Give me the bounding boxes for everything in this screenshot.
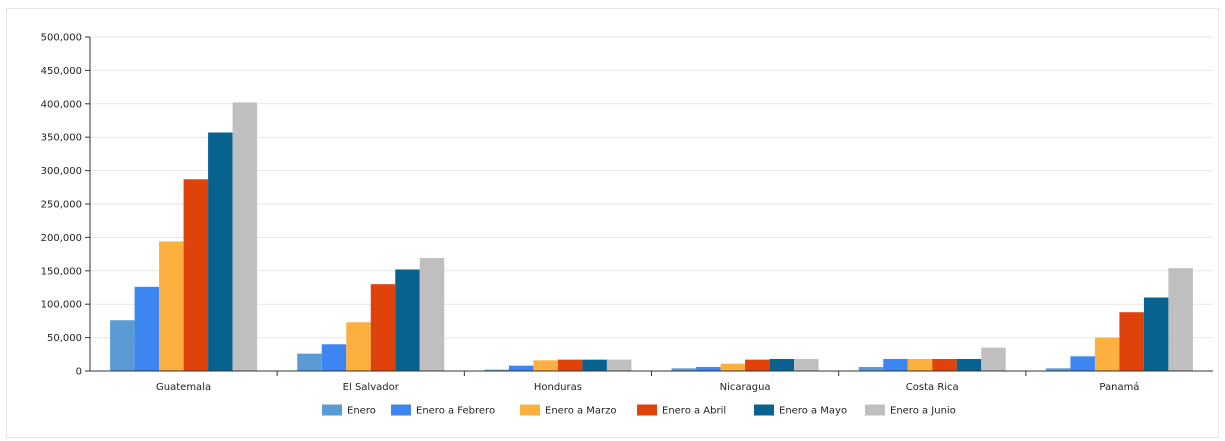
gridlines	[90, 36, 1213, 339]
legend-swatch	[391, 404, 411, 416]
bar	[1070, 356, 1095, 371]
bar	[159, 241, 184, 371]
bar	[484, 369, 509, 371]
legend-label: Enero	[347, 406, 376, 417]
legend: Enero Enero a Febrero Enero a Marzo Enero a…	[322, 404, 956, 417]
legend-swatch	[865, 404, 885, 416]
legend-label: Enero a Abril	[662, 406, 726, 417]
bar	[557, 359, 583, 371]
legend-item: Enero	[322, 404, 376, 417]
legend-label: Enero a Mayo	[779, 406, 847, 417]
bar	[582, 359, 607, 371]
bar	[346, 322, 371, 371]
y-tick-label: 0	[76, 367, 82, 378]
bar	[858, 366, 884, 371]
y-tick-label: 400,000	[41, 99, 82, 110]
legend-item: Enero a Febrero	[391, 404, 495, 417]
bar	[533, 360, 558, 371]
bar	[720, 363, 746, 371]
y-tick-label: 200,000	[41, 233, 82, 244]
bar	[883, 358, 908, 371]
bar	[745, 359, 770, 371]
bar	[419, 258, 445, 371]
bar	[696, 366, 721, 371]
legend-swatch	[754, 404, 774, 416]
x-tick-label: Honduras	[534, 382, 582, 393]
y-tick-label: 350,000	[41, 133, 82, 144]
legend-swatch	[322, 404, 342, 416]
bar	[321, 344, 347, 371]
bar	[508, 365, 534, 371]
legend-item: Enero a Abril	[637, 404, 726, 417]
x-tick-label: Costa Rica	[906, 382, 959, 393]
y-tick-label: 250,000	[41, 200, 82, 211]
y-tick-label: 100,000	[41, 300, 82, 311]
y-tick-label: 150,000	[41, 266, 82, 277]
legend-item: Enero a Junio	[865, 404, 956, 417]
bar	[794, 358, 819, 371]
bar	[1045, 368, 1071, 371]
legend-label: Enero a Marzo	[545, 406, 617, 417]
x-tick-label: Guatemala	[156, 382, 211, 393]
bar	[981, 347, 1006, 371]
bars	[110, 102, 1193, 372]
y-tick-label: 50,000	[47, 333, 82, 344]
legend-label: Enero a Junio	[890, 406, 956, 417]
bar	[110, 320, 135, 371]
x-tick-label: Panamá	[1099, 381, 1139, 393]
y-axis: 0 50,000 100,000 150,000 200,000 250,000 300,0…	[41, 33, 91, 378]
legend-item: Enero a Marzo	[520, 404, 617, 417]
bar	[395, 269, 420, 371]
bar	[907, 358, 933, 371]
bar	[956, 358, 982, 371]
bar	[183, 179, 209, 371]
bar	[606, 359, 632, 371]
bar	[232, 102, 258, 372]
legend-swatch	[520, 404, 540, 416]
bar	[1143, 297, 1169, 371]
bar	[1119, 312, 1144, 371]
bar	[370, 284, 396, 371]
legend-swatch	[637, 404, 657, 416]
bar	[134, 286, 160, 371]
bar	[1168, 268, 1193, 371]
bar	[932, 358, 957, 371]
y-tick-label: 300,000	[41, 166, 82, 177]
legend-item: Enero a Mayo	[754, 404, 847, 417]
bar	[1094, 337, 1120, 371]
bar	[671, 368, 697, 371]
bar	[297, 353, 322, 371]
x-tick-label: El Salvador	[343, 382, 400, 393]
x-tick-label: Nicaragua	[720, 382, 771, 393]
bar	[769, 358, 795, 371]
bar	[208, 132, 233, 371]
legend-label: Enero a Febrero	[416, 406, 495, 417]
x-axis: Guatemala El Salvador Honduras Nicaragua Cos…	[90, 370, 1213, 393]
y-tick-label: 500,000	[41, 33, 82, 44]
y-tick-label: 450,000	[41, 66, 82, 77]
